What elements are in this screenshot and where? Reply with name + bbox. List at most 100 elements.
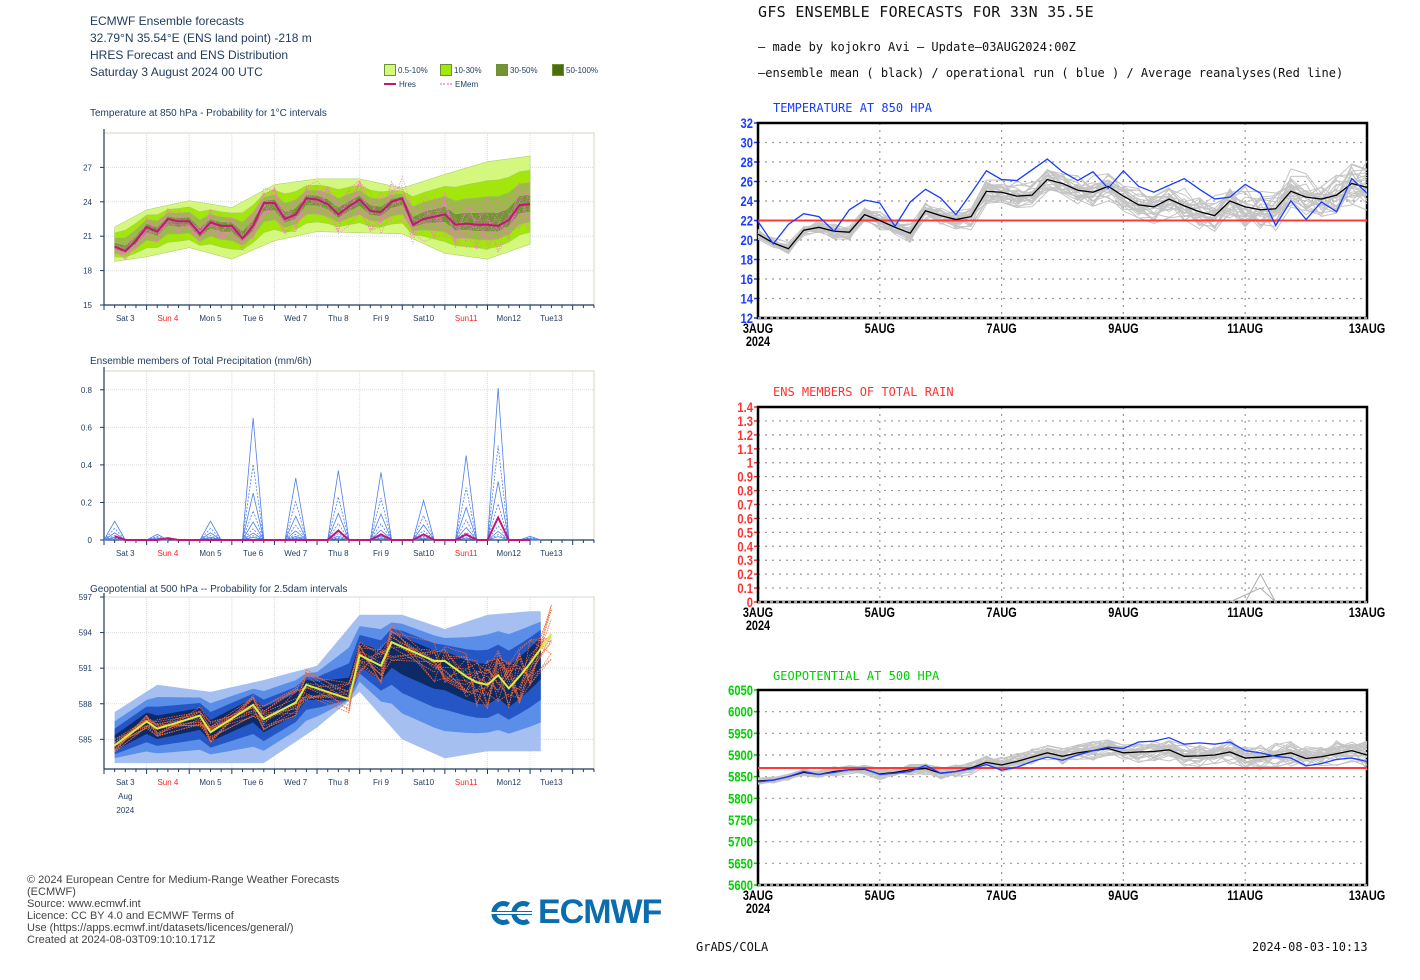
hres-line	[114, 633, 553, 747]
gfs-author-line: — made by kojokro Avi — Update—03AUG2024…	[758, 40, 1076, 54]
ens-member-line	[284, 515, 307, 541]
gfs-rain-title: ENS MEMBERS OF TOTAL RAIN	[773, 385, 954, 399]
ens-member-line	[327, 496, 350, 541]
gfs-t850-title: TEMPERATURE AT 850 HPA	[773, 101, 932, 115]
x-tick-label: Sat 3	[116, 549, 135, 558]
gfs-z500-title: GEOPOTENTIAL AT 500 HPA	[773, 669, 940, 683]
x-tick-label: Sun 4	[157, 314, 178, 323]
y-tick-label: 5750	[728, 813, 753, 828]
x-tick-label: Mon12	[497, 314, 522, 323]
ens-member-line	[114, 629, 552, 748]
y-tick-label: 0.4	[737, 539, 753, 554]
ens-member-line	[412, 514, 435, 541]
ens-member-line	[757, 740, 1368, 782]
x-tick-label: 7AUG	[986, 888, 1016, 904]
x-tick-label: 9AUG	[1108, 888, 1138, 904]
ens-member-line	[242, 532, 265, 541]
legend-bin-3: 50-100%	[552, 64, 608, 76]
x-tick-label: Fri 9	[373, 778, 390, 787]
y-tick-label: 16	[741, 272, 753, 287]
x-tick-label: 3AUG	[743, 888, 773, 904]
legend-swatch	[440, 64, 452, 76]
x-tick-label: Wed 7	[284, 778, 308, 787]
ecmwf-z500-chart: 585 588 591 594 597 Sat 3 Sun 4 Mon 5 Tue 6 Wed 7…	[79, 593, 595, 815]
ens-member-line	[114, 605, 552, 752]
legend-swatch	[496, 64, 508, 76]
gfs-t850-chart: 12 14 16 18 20 22 24 26 28 30 32 3AUG 5AUG 7AUG 9AUG 11…	[741, 116, 1386, 350]
ens-member-line	[757, 740, 1368, 782]
grads-credit: GrADS/COLA	[696, 940, 769, 954]
x-tick-label: 5AUG	[865, 605, 895, 621]
x-tick-label: Mon12	[497, 778, 522, 787]
gfs-title: GFS ENSEMBLE FORECASTS FOR 33N 35.5E	[758, 3, 1094, 21]
ens-member-line	[412, 499, 435, 541]
ens-member-line	[369, 497, 392, 541]
ens-member-line	[487, 536, 509, 541]
ens-member-line	[327, 512, 350, 541]
legend-bin-label: 10-30%	[454, 65, 482, 75]
ens-member-line	[757, 750, 1368, 783]
x-month-label: Aug	[118, 792, 132, 801]
ens-member-line	[114, 604, 552, 740]
ens-member-line	[455, 537, 477, 541]
ens-band-50-100	[114, 194, 531, 254]
x-tick-label: Mon 5	[199, 314, 222, 323]
ens-member-line	[114, 632, 552, 750]
ecmwf-logo-text: ECMWF	[538, 893, 662, 931]
x-tick-label: 9AUG	[1108, 321, 1138, 337]
legend-emem: EMem	[440, 80, 496, 89]
x-year-label: 2024	[746, 618, 770, 634]
x-tick-label: Sun11	[455, 778, 478, 787]
x-tick-label: 13AUG	[1349, 888, 1385, 904]
ens-member-line	[242, 521, 265, 541]
ens-member-line	[114, 640, 552, 746]
ens-member-line	[327, 470, 350, 541]
x-tick-label: 3AUG	[743, 321, 773, 337]
licence-text: Licence: CC BY 4.0 and ECMWF Terms of	[27, 910, 234, 922]
ecmwf-precip-title: Ensemble members of Total Precipitation …	[90, 356, 312, 367]
x-tick-label: Tue 6	[243, 778, 264, 787]
legend-bin-1: 10-30%	[440, 64, 496, 76]
ens-member-line	[114, 636, 552, 745]
ens-member-line	[455, 487, 478, 541]
x-tick-label: Wed 7	[284, 549, 308, 558]
created-at-text: Created at 2024-08-03T09:10:10.171Z	[27, 934, 216, 946]
ens-member-line	[199, 532, 222, 541]
x-tick-label: Thu 8	[328, 549, 349, 558]
x-tick-label: 11AUG	[1227, 888, 1263, 904]
gfs-timestamp: 2024-08-03-10:13	[1252, 940, 1368, 954]
gfs-z500-chart: 5600 5650 5700 5750 5800 5850 5900 5950 6000 6050…	[728, 683, 1385, 917]
x-tick-label: 13AUG	[1349, 321, 1385, 337]
y-tick-label: 5700	[728, 835, 753, 850]
y-tick-label: 30	[741, 135, 753, 150]
x-tick-label: 5AUG	[865, 888, 895, 904]
y-tick-label: 22	[741, 213, 753, 228]
x-tick-label: 7AUG	[986, 605, 1016, 621]
x-year-label: 2024	[746, 334, 770, 350]
x-tick-label: Tue 6	[243, 314, 264, 323]
x-tick-label: 7AUG	[986, 321, 1016, 337]
licence-url-text: Use (https://apps.ecmwf.int/datasets/lic…	[27, 922, 294, 934]
operational-run-line	[757, 158, 1368, 246]
y-tick-label: 0.6	[737, 511, 753, 526]
gfs-legend-line: —ensemble mean ( black) / operational ru…	[758, 66, 1344, 80]
ens-member-line	[242, 417, 265, 541]
ens-member-line	[114, 619, 552, 746]
y-tick-label: 14	[741, 291, 753, 306]
ens-member-line	[114, 185, 531, 260]
ens-member-line	[199, 535, 222, 541]
y-tick-label: 5600	[728, 878, 753, 893]
y-tick-label: 1.1	[737, 442, 753, 457]
plot-frame	[756, 405, 1369, 604]
x-year-label: 2024	[746, 901, 770, 917]
y-tick-label: 24	[741, 194, 753, 209]
copyright-text-cont: (ECMWF)	[27, 886, 76, 898]
ecmwf-footer: © 2024 European Centre for Medium-Range …	[27, 874, 339, 946]
y-tick-label: 18	[741, 252, 753, 267]
ens-member-line	[114, 180, 531, 248]
emem-line-swatch	[440, 83, 452, 85]
y-tick-label: 21	[83, 232, 92, 241]
y-tick-label: 0.6	[81, 423, 93, 432]
y-tick-label: 1.3	[737, 414, 753, 429]
legend-bin-0: 0.5-10%	[384, 64, 440, 76]
